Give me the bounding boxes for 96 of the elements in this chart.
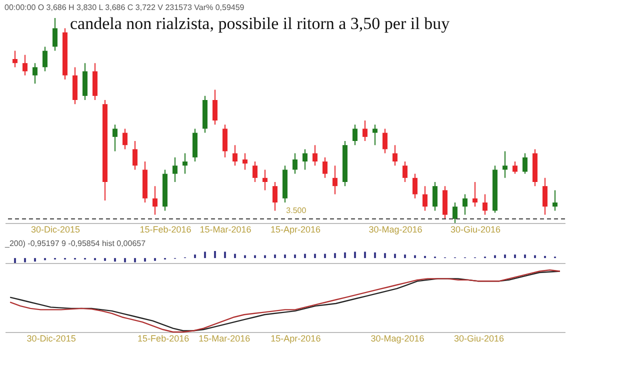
x-tick-label: 15-Apr-2016: [270, 224, 321, 234]
text: 00:00:00 O 3,686 H 3,830 L 3,686 C 3,722 V 231573 Var% 0,59459: [4, 3, 245, 12]
candlestick: [372, 124, 378, 146]
bar: [34, 258, 36, 262]
bar: [114, 258, 116, 262]
bar: [104, 258, 106, 261]
candlestick: [552, 190, 558, 212]
bar: [14, 258, 16, 263]
candlestick: [22, 54, 28, 76]
bar: [234, 254, 236, 258]
candlestick: [42, 46, 48, 72]
candlestick: [542, 177, 548, 216]
text: _200) -0,95197 9 -0,95854 hist 0,00657: [4, 239, 146, 248]
candlestick: [352, 124, 358, 146]
candlestick: [412, 173, 418, 199]
bar: [194, 254, 196, 258]
bar: [214, 251, 216, 258]
candlestick: [332, 165, 338, 195]
candlestick: [112, 124, 118, 152]
candlestick: [32, 62, 38, 84]
candlestick: [382, 128, 388, 154]
bar: [364, 252, 366, 258]
candlestick: [362, 120, 368, 142]
x-tick-label: 15-Mar-2016: [200, 224, 252, 234]
bar: [384, 253, 386, 258]
bar: [244, 255, 246, 258]
candlestick: [302, 148, 308, 170]
bar: [494, 255, 496, 258]
candlestick: [262, 169, 268, 191]
bar: [254, 255, 256, 258]
bar: [424, 256, 426, 258]
candlestick: [122, 128, 128, 150]
bar: [264, 255, 266, 258]
candlestick: [222, 124, 228, 158]
candlestick: [472, 182, 478, 208]
bar: [524, 254, 526, 258]
bar: [314, 254, 316, 258]
candlestick: [512, 161, 518, 174]
bar: [504, 254, 506, 258]
candlestick: [452, 202, 458, 224]
bar: [154, 258, 156, 261]
candlestick: [182, 152, 188, 174]
candlestick: [232, 144, 238, 166]
candlestick: [402, 161, 408, 182]
x-tick-label: 30-Giu-2016: [454, 334, 504, 344]
bar: [224, 252, 226, 258]
candlestick: [322, 156, 328, 178]
x-tick-label: 15-Mar-2016: [198, 334, 250, 344]
bar: [304, 254, 306, 258]
bar: [414, 255, 416, 258]
candlestick: [242, 152, 248, 170]
bar: [144, 258, 146, 262]
candlestick: [152, 186, 158, 216]
candlestick: [422, 186, 428, 212]
x-tick-label: 15-Apr-2016: [270, 334, 321, 344]
candlestick: [212, 89, 218, 126]
x-tick-label: 30-Mag-2016: [370, 334, 424, 344]
bar: [344, 252, 346, 258]
bar: [294, 254, 296, 258]
candlestick: [12, 50, 18, 68]
candlestick: [522, 152, 528, 174]
bar: [534, 255, 536, 258]
bar: [394, 254, 396, 258]
x-tick-label: 30-Dic-2015: [30, 224, 80, 234]
bar: [374, 252, 376, 258]
bar: [324, 254, 326, 258]
candlestick: [432, 182, 438, 212]
candlestick: [392, 144, 398, 166]
bar: [124, 258, 126, 262]
candlestick: [462, 194, 468, 216]
bar: [204, 252, 206, 258]
x-tick-label: 15-Feb-2016: [140, 224, 192, 234]
bar: [24, 258, 26, 262]
chart-title: candela non rialzista, possibile il ritorn a 3,50 per il buy: [70, 14, 450, 33]
bar: [284, 254, 286, 258]
bar: [334, 253, 336, 258]
candlestick: [482, 194, 488, 216]
x-tick-label: 30-Dic-2015: [26, 334, 76, 344]
x-tick-label: 30-Mag-2016: [368, 224, 422, 234]
candlestick: [502, 150, 508, 178]
bar: [514, 254, 516, 258]
candlestick: [292, 152, 298, 174]
candlestick: [272, 182, 278, 212]
annotation: 3.500: [286, 206, 307, 215]
candlestick: [52, 18, 58, 52]
bar: [274, 254, 276, 258]
candlestick: [252, 161, 258, 182]
bar: [354, 252, 356, 258]
x-tick-label: 30-Giu-2016: [450, 224, 501, 234]
candlestick: [132, 140, 138, 170]
x-tick-label: 15-Feb-2016: [138, 334, 190, 344]
candlestick: [172, 156, 178, 182]
bar: [134, 258, 136, 262]
bar: [404, 254, 406, 258]
candlestick: [312, 144, 318, 166]
bar: [544, 256, 546, 258]
